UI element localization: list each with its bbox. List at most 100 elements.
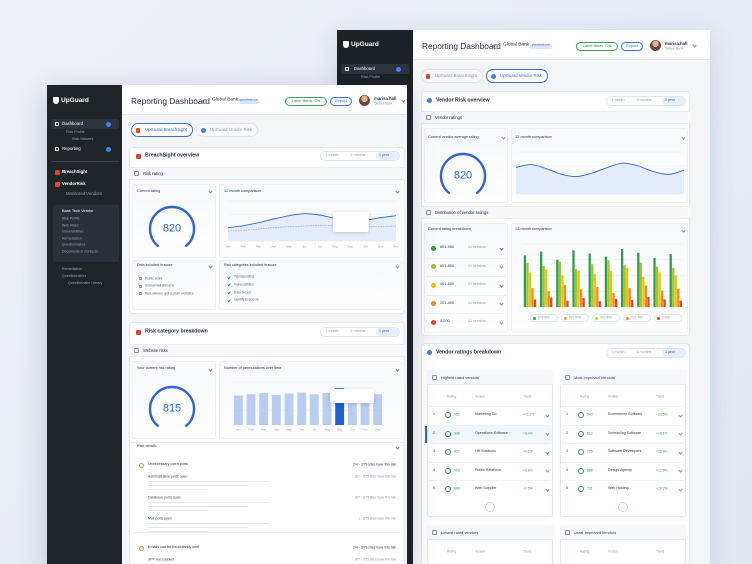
period-option[interactable]: 6 months [350, 153, 366, 158]
range-icon [431, 264, 436, 269]
list-title: Lowest rated vendors [441, 529, 479, 535]
nav-item[interactable]: BreachSight [62, 168, 88, 174]
nav-item[interactable]: Questionnaire Library [68, 281, 103, 286]
list-card [427, 370, 553, 517]
nav-item[interactable]: Risk Waivers [72, 137, 94, 142]
filters-button[interactable] [285, 96, 327, 106]
vendor-name[interactable]: Design Agency [608, 467, 632, 472]
section-title: Risk details [137, 444, 157, 449]
period-option[interactable]: 1 month [611, 98, 625, 103]
period-option[interactable]: 1 month [611, 350, 625, 355]
avatar [359, 95, 370, 106]
period-option[interactable]: 1 month [325, 153, 339, 158]
nav-item[interactable]: Dashboard [354, 65, 376, 71]
period-selector [320, 327, 400, 337]
tab-label[interactable]: UpGuard BreachSight [144, 126, 188, 132]
nav-item[interactable]: Reporting [62, 145, 81, 151]
tab-label[interactable]: UpGuard BreachSight [434, 72, 478, 78]
tab[interactable] [196, 123, 258, 137]
nav-item[interactable]: VendorRisk [62, 180, 86, 186]
x-tick-label: Jun [301, 244, 307, 249]
more-button[interactable] [485, 502, 495, 512]
x-tick-label: Oct [349, 427, 355, 432]
nav-item[interactable]: Questionnaires [62, 242, 86, 247]
tab[interactable] [421, 69, 483, 83]
period-option[interactable]: 1 month [325, 329, 339, 334]
period-option[interactable]: 6 months [350, 329, 366, 334]
period-option[interactable]: 1 year [665, 98, 675, 103]
export-label[interactable]: Export [626, 43, 638, 48]
tab[interactable] [486, 69, 548, 83]
x-tick-label: Jun [299, 427, 305, 432]
divider [562, 461, 684, 462]
nav-item[interactable]: Web Risks [62, 222, 79, 227]
divider [562, 424, 684, 425]
user-org: Global Bank [665, 46, 684, 51]
tab-icon [491, 73, 496, 79]
panel [424, 223, 508, 333]
nav-item[interactable]: Risk Profile [66, 130, 85, 135]
nav-item[interactable]: Remediation [62, 235, 82, 240]
column-header: Trend [523, 394, 532, 399]
vendor-name[interactable]: Marketing Co. [475, 412, 498, 417]
vendor-name[interactable]: Operations Software [475, 430, 508, 435]
bar [672, 267, 675, 307]
bar [647, 296, 650, 307]
export-button[interactable] [330, 96, 352, 106]
nav-item[interactable]: Risk Profile [62, 216, 80, 221]
bar [658, 272, 661, 307]
bar [623, 265, 626, 307]
filters-button[interactable] [576, 41, 618, 51]
section-title: Distribution of vendor ratings [435, 209, 489, 215]
filters-label[interactable]: Label filters: ON [582, 43, 612, 48]
bar [526, 262, 529, 307]
period-option[interactable]: 6 months [636, 350, 652, 355]
list-icon [565, 375, 570, 380]
nav-item[interactable]: Remediation [62, 267, 83, 272]
list-card [560, 370, 686, 517]
nav-item[interactable]: Vulnerabilities [62, 229, 84, 234]
export-button[interactable] [621, 41, 643, 51]
vendor-name[interactable]: Public Relations [475, 467, 501, 472]
range-icon [431, 282, 436, 288]
sidebar [47, 85, 122, 564]
nav-item[interactable]: Monitored Vendors [66, 190, 103, 196]
period-option[interactable]: 1 year [379, 153, 389, 158]
row-marker [425, 425, 427, 443]
period-active [662, 349, 685, 357]
description-line [148, 531, 208, 533]
nav-item[interactable]: Questionnaires [62, 274, 87, 279]
tab-label[interactable]: UpGuard Vendor Risk [210, 126, 252, 132]
legend-label: 601-800 [569, 315, 581, 320]
vendor-name[interactable]: Ecommerce Software [608, 412, 643, 417]
legend-item [592, 314, 620, 322]
checkbox [139, 292, 142, 295]
score-badge [578, 486, 584, 492]
vendor-name[interactable]: Web Supplier [475, 486, 497, 491]
vendor-name[interactable]: Software Developers [608, 449, 642, 454]
nav-item[interactable]: Dashboard [62, 120, 84, 126]
divider [133, 532, 401, 533]
risk-title: Unnecessary open ports [148, 462, 188, 467]
nav-item[interactable]: Risk Profile [361, 75, 381, 80]
more-button[interactable] [618, 502, 628, 512]
bar [582, 298, 585, 307]
tab-label[interactable]: UpGuard Vendor Risk [500, 72, 542, 78]
vendor-name[interactable]: Scheduling Software [608, 430, 641, 435]
export-label[interactable]: Export [335, 98, 347, 103]
filters-label[interactable]: Label filters: ON [291, 98, 321, 103]
x-tick-label: Aug [324, 427, 330, 432]
tab[interactable] [131, 123, 193, 137]
list-title: Most Improved Vendors [574, 374, 616, 380]
divider [429, 443, 551, 444]
nav-item[interactable]: Documents & Contacts [62, 248, 98, 253]
score-badge [445, 467, 451, 474]
bar [660, 290, 664, 307]
period-option[interactable]: 1 year [379, 329, 389, 334]
bar [593, 274, 596, 307]
vendor-name[interactable]: HR Solutions [475, 449, 496, 454]
vendor-name[interactable]: Web Hosting [608, 486, 629, 491]
period-option[interactable]: 1 year [665, 350, 675, 355]
period-option[interactable]: 6 months [636, 98, 652, 103]
panel [132, 184, 216, 258]
